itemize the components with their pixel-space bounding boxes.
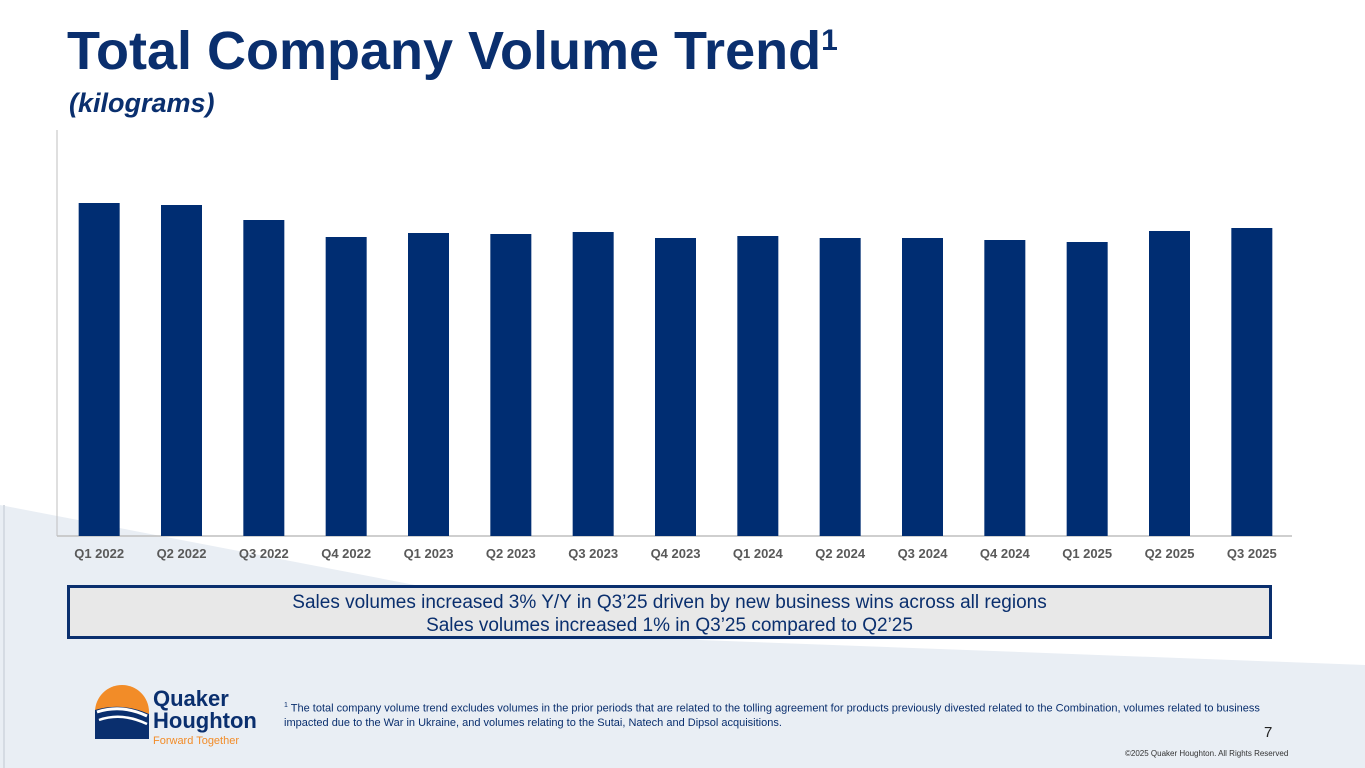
- bar-q1-2025: [1066, 242, 1108, 536]
- x-tick-label: Q4 2022: [321, 546, 371, 561]
- quaker-houghton-logo: Quaker Houghton Forward Together: [95, 685, 257, 747]
- bar-q1-2024: [737, 236, 779, 536]
- bar-chart: Q1 2022 Q2 2022 Q3 2022 Q4 2022 Q1 2023 Q2 20…: [56, 130, 1292, 561]
- x-tick-label: Q3 2023: [568, 546, 618, 561]
- bar-q4-2024: [984, 240, 1026, 536]
- x-tick-label: Q1 2022: [74, 546, 124, 561]
- x-tick-label: Q3 2022: [239, 546, 289, 561]
- x-tick-label: Q4 2023: [651, 546, 701, 561]
- bar-q1-2022: [78, 203, 120, 536]
- copyright: ©2025 Quaker Houghton. All Rights Reserv…: [1125, 749, 1289, 758]
- x-tick-label: Q2 2023: [486, 546, 536, 561]
- bar-q3-2023: [572, 232, 614, 536]
- x-tick-label: Q3 2025: [1227, 546, 1277, 561]
- footnote: 1 The total company volume trend exclude…: [284, 702, 1260, 729]
- x-tick-label: Q3 2024: [898, 546, 949, 561]
- bar-q4-2023: [655, 238, 696, 536]
- summary-callout: Sales volumes increased 3% Y/Y in Q3’25 …: [67, 585, 1272, 639]
- bar-q2-2023: [490, 234, 532, 536]
- x-tick-label: Q1 2025: [1062, 546, 1112, 561]
- bar-q2-2024: [819, 238, 861, 536]
- bar-q2-2025: [1149, 231, 1190, 536]
- x-tick-label: Q2 2022: [157, 546, 207, 561]
- x-tick-label: Q2 2024: [815, 546, 866, 561]
- svg-text:Forward Together: Forward Together: [153, 735, 239, 747]
- x-tick-label: Q2 2025: [1145, 546, 1195, 561]
- page-number: 7: [1264, 724, 1273, 741]
- callout-line-2: Sales volumes increased 1% in Q3’25 comp…: [426, 615, 913, 636]
- bar-q4-2022: [325, 237, 367, 536]
- x-tick-label: Q4 2024: [980, 546, 1031, 561]
- bar-q2-2022: [161, 205, 202, 536]
- page-title: Total Company Volume Trend1: [67, 21, 838, 81]
- bar-q3-2025: [1231, 228, 1273, 536]
- page-subtitle: (kilograms): [69, 88, 215, 118]
- svg-text:Quaker: Quaker: [153, 686, 229, 711]
- x-tick-label: Q1 2024: [733, 546, 784, 561]
- bar-q3-2024: [902, 238, 943, 536]
- bar-q3-2022: [243, 220, 285, 536]
- x-tick-label: Q1 2023: [404, 546, 454, 561]
- bar-q1-2023: [408, 233, 449, 536]
- callout-line-1: Sales volumes increased 3% Y/Y in Q3’25 …: [292, 592, 1047, 613]
- svg-text:Houghton: Houghton: [153, 708, 257, 733]
